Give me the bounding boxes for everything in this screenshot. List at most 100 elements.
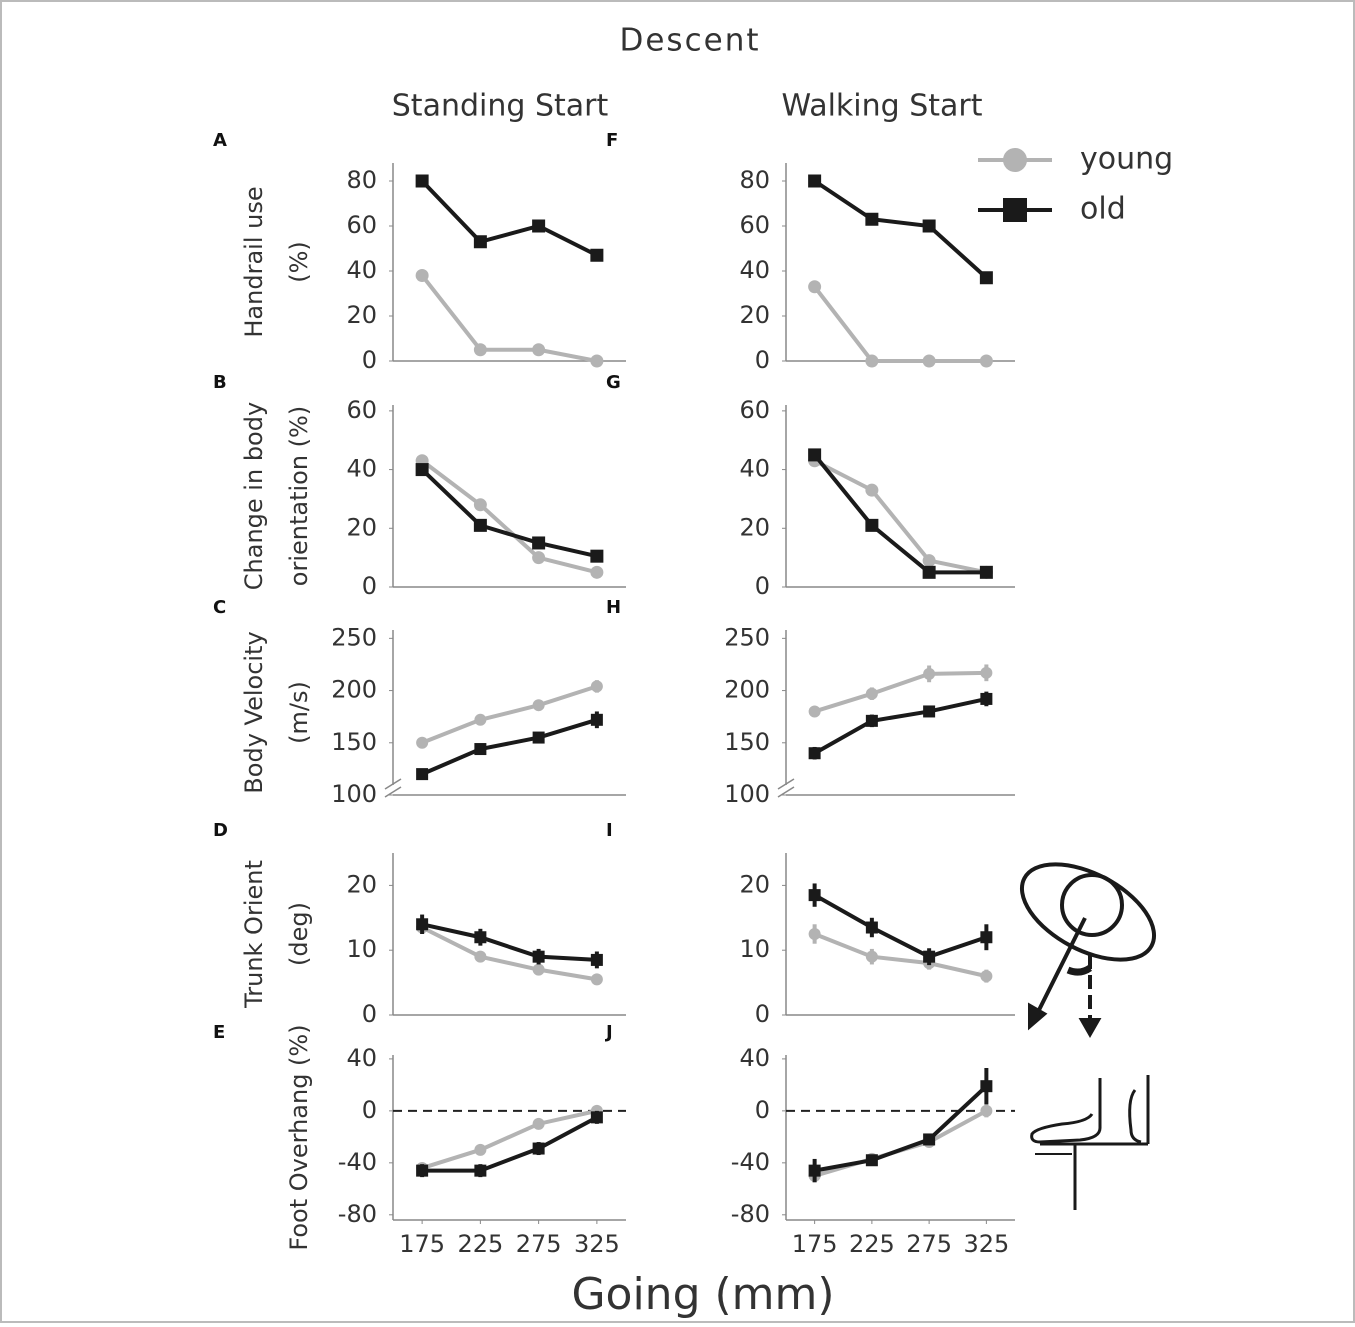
square-marker: [474, 931, 487, 944]
x-tick-label: 325: [574, 1230, 620, 1258]
square-marker: [473, 518, 487, 532]
circle-marker: [979, 354, 993, 368]
panel: H 100 150 200 250: [606, 597, 1015, 808]
square-marker: [532, 536, 546, 550]
y-tick-label: 250: [331, 623, 377, 651]
square-marker: [474, 743, 487, 756]
circle-marker: [808, 705, 821, 718]
panel-letter: D: [213, 820, 228, 841]
circle-marker: [808, 280, 822, 294]
series-line: [421, 922, 597, 962]
circle-marker: [474, 1143, 487, 1156]
square-marker: [532, 731, 545, 744]
y-tick-label: 40: [739, 256, 770, 284]
square-marker: [808, 174, 822, 188]
circle-marker: [532, 963, 545, 976]
y-axis-label: (%): [285, 241, 313, 283]
square-marker: [980, 692, 993, 705]
x-tick-label: 225: [849, 1230, 895, 1258]
y-tick-label: 0: [362, 1000, 377, 1028]
square-marker: [416, 1164, 429, 1177]
y-tick-label: 40: [739, 455, 770, 483]
series-line: [813, 453, 987, 575]
square-marker: [415, 463, 429, 477]
circle-marker: [923, 667, 936, 680]
series-line: [814, 670, 987, 714]
x-tick-label: 175: [792, 1230, 838, 1258]
y-tick-label: 10: [346, 935, 377, 963]
square-marker: [808, 1164, 821, 1177]
x-tick-label: 175: [399, 1230, 445, 1258]
y-axis-label: (m/s): [285, 681, 313, 744]
panel: B 0 20 40 60 Change in body orientation (%): [213, 372, 626, 600]
panel-letter: E: [213, 1022, 225, 1043]
square-marker: [979, 565, 993, 579]
y-tick-label: 20: [346, 301, 377, 329]
series-line: [421, 684, 598, 745]
column-title: Walking Start: [781, 89, 982, 124]
square-marker: [923, 950, 936, 963]
y-tick-label: 20: [346, 513, 377, 541]
y-tick-label: 20: [739, 301, 770, 329]
axis-break: [384, 786, 402, 798]
y-tick-label: 20: [346, 870, 377, 898]
square-marker: [590, 549, 604, 563]
circle-marker: [532, 699, 545, 712]
square-marker: [865, 212, 879, 226]
series-line: [813, 179, 988, 280]
y-axis-label: Handrail use: [240, 186, 268, 337]
circle-marker: [980, 970, 993, 983]
y-tick-label: 100: [331, 780, 377, 808]
y-tick-label: 250: [724, 623, 770, 651]
square-marker: [923, 705, 936, 718]
trunk-diagram: [1019, 862, 1157, 1039]
square-marker: [923, 1133, 936, 1146]
series-line: [420, 459, 598, 575]
foot-diagram: [1030, 1075, 1150, 1210]
square-marker: [979, 271, 993, 285]
square-marker: [473, 235, 487, 249]
panel: D 0 10 20 Trunk Orient (deg): [213, 820, 626, 1028]
circle-marker: [590, 680, 603, 693]
y-tick-label: 20: [739, 870, 770, 898]
x-tick-label: 275: [906, 1230, 952, 1258]
y-axis-label: Body Velocity: [240, 631, 268, 793]
circle-marker: [416, 736, 429, 749]
square-marker: [1003, 198, 1027, 222]
y-tick-label: 200: [724, 676, 770, 704]
y-tick-label: 60: [739, 396, 770, 424]
circle-marker: [590, 973, 603, 986]
square-marker: [590, 713, 603, 726]
y-tick-label: 80: [346, 166, 377, 194]
circle-marker: [473, 498, 487, 512]
circle-marker: [474, 950, 487, 963]
x-tick-label: 325: [963, 1230, 1009, 1258]
y-tick-label: 60: [346, 211, 377, 239]
y-tick-label: 200: [331, 676, 377, 704]
y-tick-label: 150: [724, 728, 770, 756]
axis-break: [777, 778, 795, 790]
y-axis-label: Foot Overhang (%): [285, 1024, 313, 1250]
circle-marker: [865, 354, 879, 368]
panel-letter: B: [213, 372, 227, 393]
panel: G 0 20 40 60: [606, 372, 1015, 600]
square-marker: [474, 1164, 487, 1177]
series-line: [420, 468, 598, 559]
y-axis-label: Trunk Orient: [240, 860, 268, 1009]
square-marker: [415, 174, 429, 188]
circle-marker: [922, 354, 936, 368]
y-tick-label: 0: [755, 1000, 770, 1028]
y-axis-label: (deg): [285, 902, 313, 966]
y-tick-label: 0: [362, 1096, 377, 1124]
square-marker: [416, 768, 429, 781]
square-marker: [865, 1154, 878, 1167]
panel: C 100 150 200 250 Body Velocity (m/s): [213, 597, 626, 808]
panel-letter: H: [606, 597, 621, 618]
circle-marker: [865, 950, 878, 963]
legend-label: young: [1080, 142, 1173, 177]
y-tick-label: -40: [338, 1148, 377, 1176]
panel-letter: C: [213, 597, 226, 618]
circle-marker: [532, 1117, 545, 1130]
square-marker: [532, 950, 545, 963]
